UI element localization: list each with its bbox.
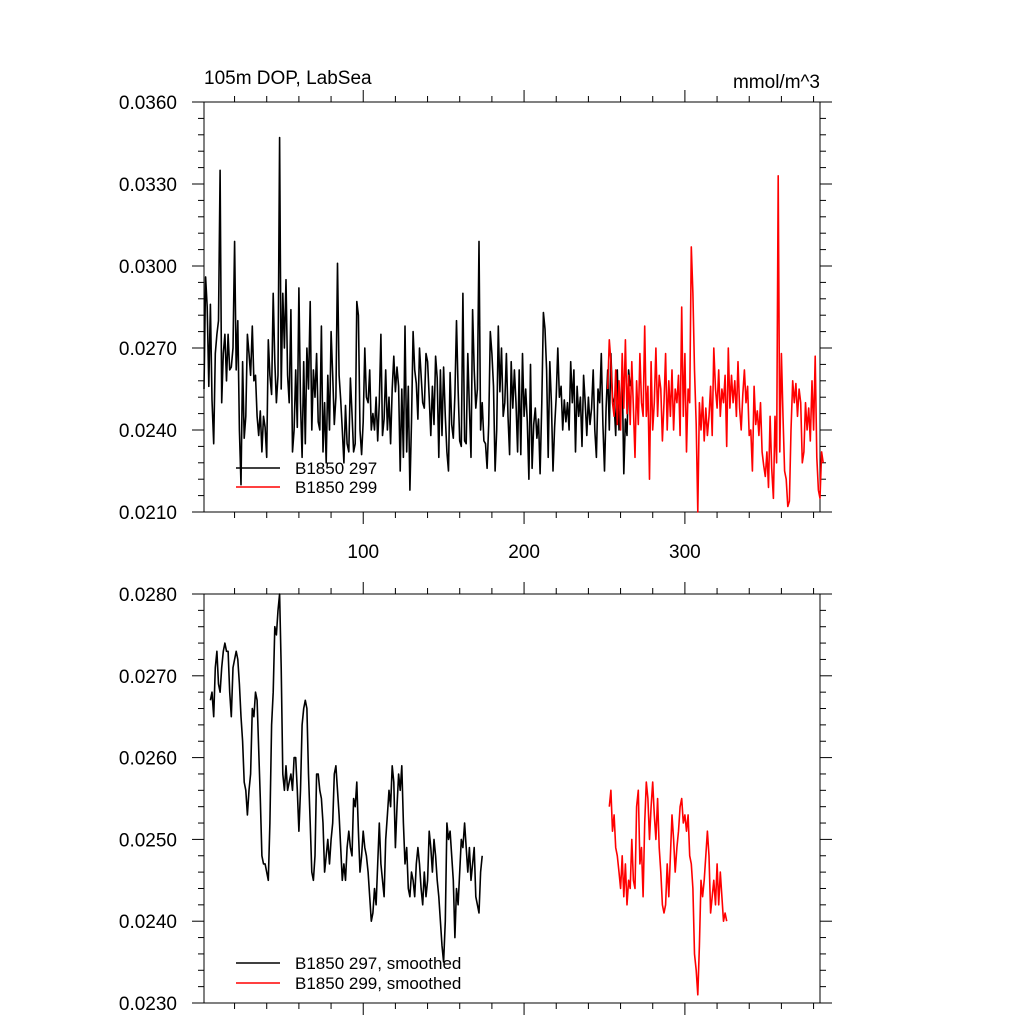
top-y-tick-label: 0.0270 [119, 339, 177, 360]
top-series-line-1 [203, 136, 631, 491]
bottom-series-line-1 [209, 593, 483, 963]
bottom-y-tick-label: 0.0240 [119, 912, 177, 933]
bottom-plot-frame [203, 593, 821, 1004]
bottom-y-tick-label: 0.0270 [119, 667, 177, 688]
bottom-y-tick-label: 0.0280 [119, 585, 177, 606]
top-legend-label-2: B1850 299 [295, 478, 377, 497]
panel-title: 105m DOP, LabSea [204, 68, 372, 89]
top-y-tick-label: 0.0210 [119, 503, 177, 524]
bottom-y-tick-label: 0.0260 [119, 749, 177, 770]
top-x-tick-label: 200 [508, 542, 540, 563]
units-label: mmol/m^3 [733, 72, 820, 93]
top-y-tick-label: 0.0360 [119, 93, 177, 114]
top-panel: 105m DOP, LabSea mmol/m^3 0.0210 0.0240 0.… [119, 68, 832, 563]
top-y-tick-label: 0.0240 [119, 421, 177, 442]
bottom-legend-label-2: B1850 299, smoothed [295, 974, 461, 993]
top-x-tick-label: 100 [347, 542, 379, 563]
top-y-tick-label: 0.0300 [119, 257, 177, 278]
top-x-tick-label: 300 [669, 542, 701, 563]
top-legend-label-1: B1850 297 [295, 459, 377, 478]
bottom-panel: 0.0230 0.0240 0.0250 0.0260 0.0270 0.0280 B185… [119, 582, 832, 1015]
top-y-tick-label: 0.0330 [119, 175, 177, 196]
top-series-line-2 [606, 175, 824, 513]
bottom-series-line-2 [608, 781, 728, 996]
bottom-legend-label-1: B1850 297, smoothed [295, 954, 461, 973]
bottom-y-tick-label: 0.0250 [119, 830, 177, 851]
top-plot-frame [203, 101, 821, 513]
bottom-y-tick-label: 0.0230 [119, 994, 177, 1015]
